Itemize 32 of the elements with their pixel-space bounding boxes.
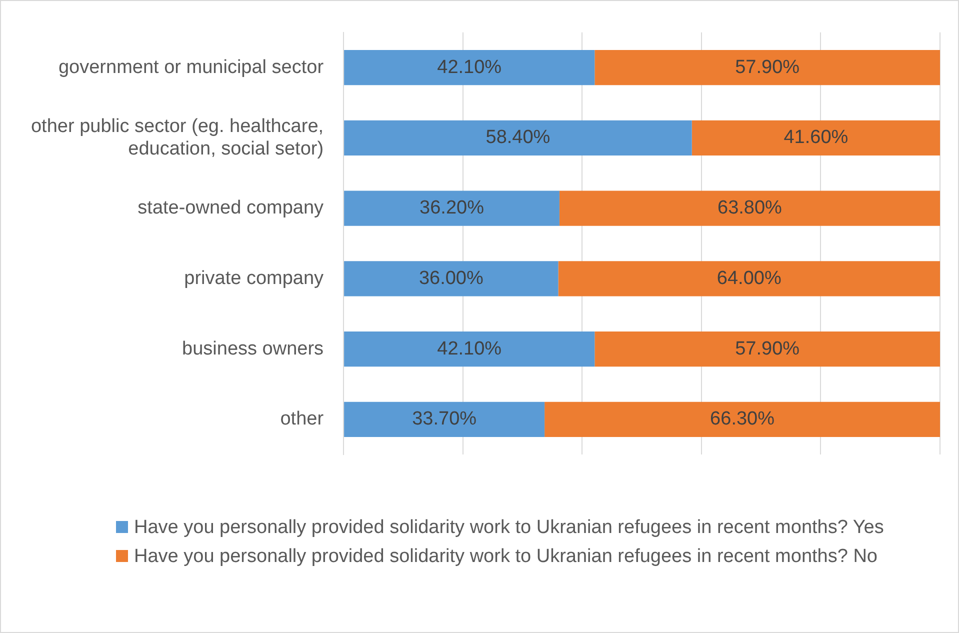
bar <box>594 331 940 367</box>
data-label: 63.80% <box>718 198 782 219</box>
y-tick-label: state-owned company <box>138 198 324 219</box>
data-label: 42.10% <box>437 338 502 360</box>
bar <box>558 261 940 296</box>
bar <box>692 120 940 156</box>
bar <box>344 331 595 367</box>
data-label: 42.10% <box>437 56 502 78</box>
data-label: 41.60% <box>784 127 848 148</box>
bar <box>594 50 940 86</box>
data-label: 66.30% <box>710 408 775 430</box>
legend-label: Have you personally provided solidarity work to Ukranian refugees in recent months? No <box>134 545 878 569</box>
bar <box>344 190 560 226</box>
y-tick-label: government or municipal sector <box>58 56 324 78</box>
data-label: 57.90% <box>735 56 800 78</box>
data-label: 58.40% <box>486 127 550 148</box>
data-label: 36.20% <box>420 198 484 219</box>
bar <box>344 402 545 438</box>
data-label: 57.90% <box>735 338 800 360</box>
bar <box>344 120 692 156</box>
bar <box>559 190 940 226</box>
data-label: 36.00% <box>418 268 484 289</box>
bar <box>344 261 558 296</box>
data-label: 64.00% <box>716 268 782 289</box>
legend-label: Have you personally provided solidarity work to Ukranian refugees in recent months? Yes <box>134 516 884 540</box>
y-tick-label: other <box>280 408 324 430</box>
bar <box>344 50 595 86</box>
y-tick-label: private company <box>184 268 324 289</box>
data-label: 33.70% <box>412 408 477 430</box>
y-tick-label: other public sector (eg. healthcare, education, social setor) <box>30 116 324 160</box>
bar <box>544 402 940 438</box>
y-tick-label: business owners <box>182 338 324 360</box>
